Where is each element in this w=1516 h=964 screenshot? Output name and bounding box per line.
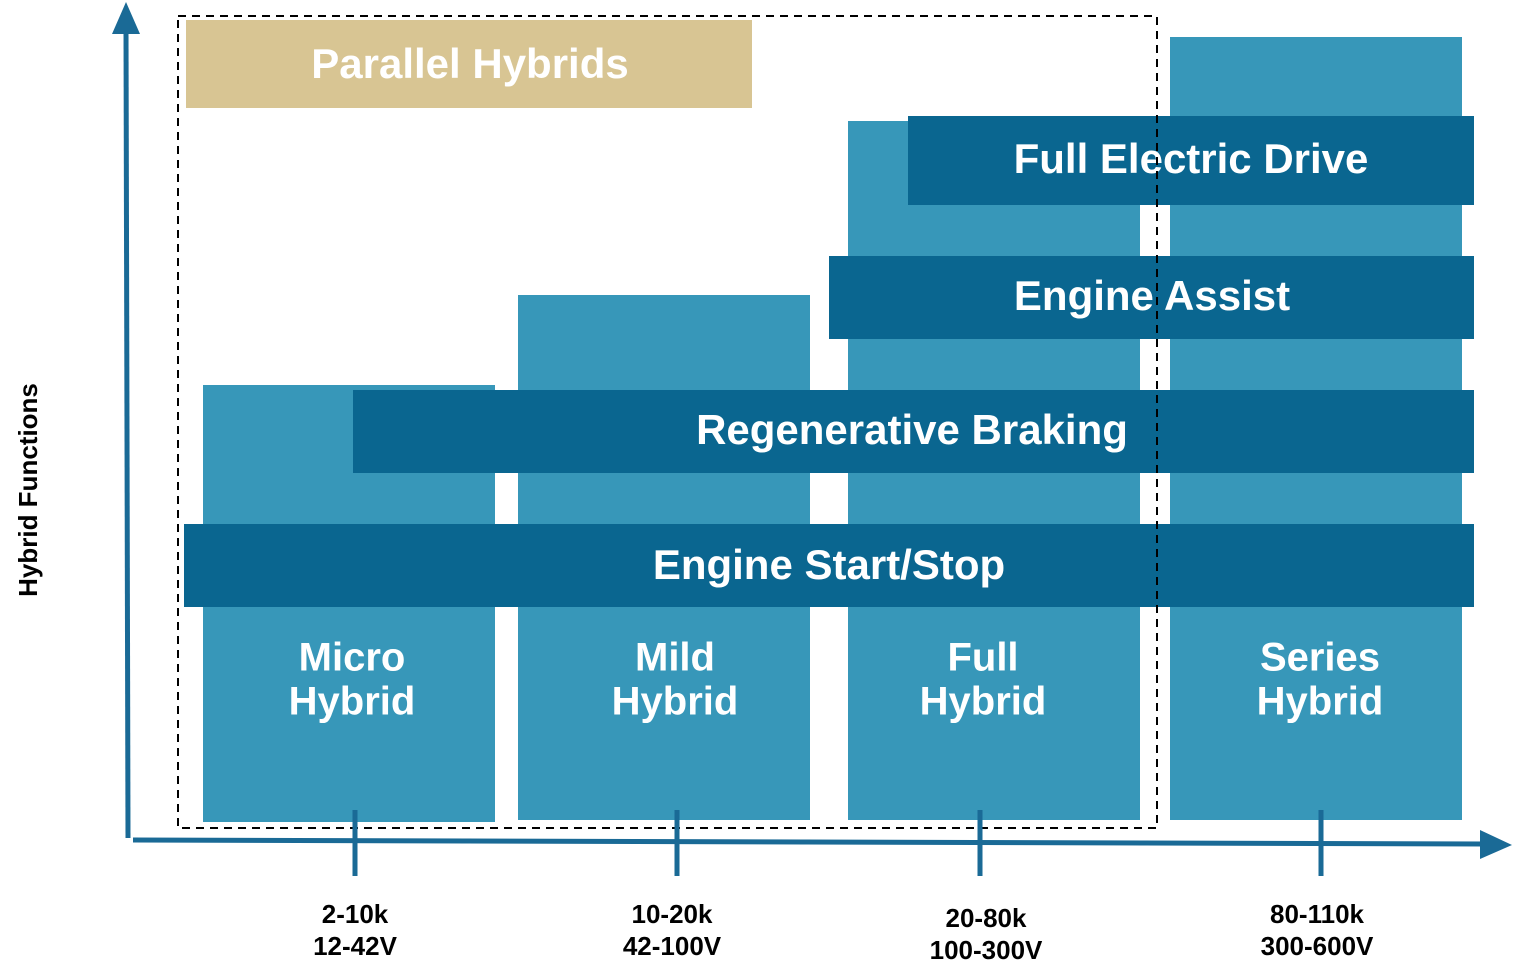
range-label: 2-10k bbox=[322, 899, 389, 929]
axes bbox=[112, 2, 1512, 876]
function-label: Engine Start/Stop bbox=[653, 541, 1005, 588]
column-label: Hybrid bbox=[920, 680, 1047, 724]
band bbox=[829, 256, 1474, 339]
group-box bbox=[186, 20, 752, 108]
y-axis-label: Hybrid Functions bbox=[13, 383, 43, 597]
y-axis bbox=[123, 29, 131, 839]
column-label: Mild bbox=[635, 636, 715, 680]
band bbox=[184, 524, 1474, 607]
x-arrow bbox=[1480, 830, 1512, 859]
x-axis bbox=[132, 837, 1486, 847]
column-label: Hybrid bbox=[1257, 680, 1384, 724]
function-label: Engine Assist bbox=[1014, 272, 1290, 319]
column-label: Hybrid bbox=[289, 680, 416, 724]
range-label: 10-20k bbox=[632, 899, 713, 929]
range-label: 42-100V bbox=[623, 931, 722, 961]
y-arrow bbox=[112, 2, 140, 34]
band bbox=[353, 390, 1474, 473]
column-label: Series bbox=[1260, 636, 1380, 680]
range-label: 100-300V bbox=[930, 935, 1043, 964]
range-label: 20-80k bbox=[946, 903, 1027, 933]
column-label: Micro bbox=[299, 636, 406, 680]
column-label: Hybrid bbox=[612, 680, 739, 724]
range-label: 12-42V bbox=[313, 931, 397, 961]
function-label: Full Electric Drive bbox=[1014, 135, 1369, 182]
column-label: Full bbox=[947, 636, 1018, 680]
range-label: 300-600V bbox=[1261, 931, 1374, 961]
function-label: Regenerative Braking bbox=[696, 406, 1128, 453]
range-label: 80-110k bbox=[1270, 899, 1365, 929]
group-label: Parallel Hybrids bbox=[311, 40, 628, 87]
function-bands bbox=[184, 116, 1474, 607]
band bbox=[908, 116, 1474, 205]
